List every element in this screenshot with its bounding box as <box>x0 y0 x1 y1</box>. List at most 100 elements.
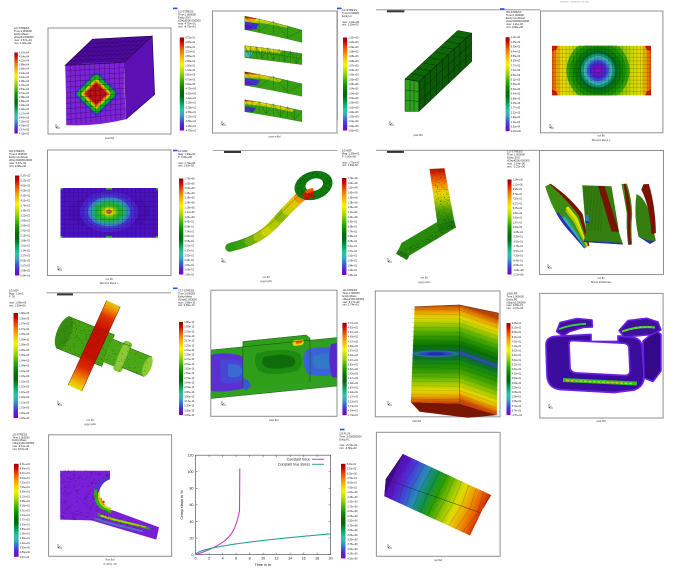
svg-text:3.21e+04: 3.21e+04 <box>19 76 30 79</box>
svg-text:5.21e-01: 5.21e-01 <box>348 245 358 248</box>
svg-text:1.40e+04: 1.40e+04 <box>19 108 30 111</box>
svg-text:1.24e+00: 1.24e+00 <box>513 179 524 182</box>
svg-text:1.00e-01: 1.00e-01 <box>348 269 358 272</box>
svg-text:3.92e+02: 3.92e+02 <box>348 345 359 348</box>
svg-text:1.08e+00: 1.08e+00 <box>348 60 359 63</box>
svg-text:2.98e+10: 2.98e+10 <box>184 391 195 394</box>
svg-text:0: 0 <box>195 556 197 560</box>
svg-text:Time:0.000000: Time:0.000000 <box>9 152 27 156</box>
svg-text:1.00e+00: 1.00e+00 <box>19 412 30 415</box>
svg-text:post-w.fbd: post-w.fbd <box>269 135 281 139</box>
svg-text:4.71e+01: 4.71e+01 <box>20 509 31 512</box>
svg-text:-1.09e+00: -1.09e+00 <box>513 269 525 272</box>
svg-text:6.66e-03: 6.66e-03 <box>511 74 521 77</box>
svg-text:1.42e+01: 1.42e+01 <box>20 542 31 545</box>
svg-text:-3.32e+01: -3.32e+01 <box>185 116 197 119</box>
svg-text:Mag: 1.1e+1: Mag: 1.1e+1 <box>9 292 24 296</box>
svg-text:5.00e-01: 5.00e-01 <box>347 463 357 466</box>
svg-text:Stress distribution: Stress distribution <box>591 280 612 284</box>
svg-text:2.39e+10: 2.39e+10 <box>184 354 195 357</box>
svg-text:7.06e+01: 7.06e+01 <box>20 486 31 489</box>
svg-text:8.00e+01: 8.00e+01 <box>20 477 31 480</box>
svg-text:-4.28e+01: -4.28e+01 <box>185 125 197 128</box>
svg-text:1.89e+01: 1.89e+01 <box>20 537 31 540</box>
svg-text:min: -1.21e+00: min: -1.21e+00 <box>507 165 526 169</box>
svg-text:10/20-PE: 10/20-PE <box>507 292 518 296</box>
svg-text:2.03e+10: 2.03e+10 <box>184 330 195 333</box>
svg-text:max: 1.11e-02: max: 1.11e-02 <box>506 22 523 26</box>
svg-text:Entity:SXX: Entity:SXX <box>507 155 520 159</box>
svg-text:1.02e+00: 1.02e+00 <box>19 386 30 389</box>
svg-text:5.05e-01: 5.05e-01 <box>513 207 523 210</box>
svg-text:1.07e+00: 1.07e+00 <box>19 328 30 331</box>
svg-text:6.62e-01: 6.62e-01 <box>512 350 522 353</box>
svg-text:-1.90e+01: -1.90e+01 <box>185 102 197 105</box>
svg-text:2.47e+10: 2.47e+10 <box>184 358 195 361</box>
svg-text:9.65e-01: 9.65e-01 <box>512 322 522 325</box>
svg-text:post.fbd: post.fbd <box>413 133 423 137</box>
svg-text:4.12e+04: 4.12e+04 <box>19 60 30 63</box>
svg-text:run.fbl: run.fbl <box>262 275 270 279</box>
svg-text:run.fbl: run.fbl <box>597 276 605 280</box>
svg-text:post.fbd: post.fbd <box>596 419 606 423</box>
svg-text:2.17e+02: 2.17e+02 <box>348 377 359 380</box>
svg-text:1.42e+02: 1.42e+02 <box>348 391 359 394</box>
svg-text:4.37e-01: 4.37e-01 <box>185 250 195 253</box>
svg-text:6.74e+01: 6.74e+01 <box>348 405 359 408</box>
svg-text:run.fbl: run.fbl <box>597 134 605 138</box>
svg-text:12: 12 <box>275 556 279 560</box>
svg-text:2.69e+10: 2.69e+10 <box>184 372 195 375</box>
svg-text:1.03e+00: 1.03e+00 <box>19 375 30 378</box>
svg-text:3.67e+02: 3.67e+02 <box>348 350 359 353</box>
svg-text:3.06e+10: 3.06e+10 <box>184 395 195 398</box>
svg-text:1.53e+00: 1.53e+00 <box>185 187 196 190</box>
svg-text:1.05e+00: 1.05e+00 <box>19 349 30 352</box>
svg-text:4.42e+02: 4.42e+02 <box>348 336 359 339</box>
svg-text:1.70e+00: 1.70e+00 <box>348 177 359 180</box>
svg-text:1.37e-01: 1.37e-01 <box>513 221 523 224</box>
svg-text:1.60e-02: 1.60e-02 <box>348 274 358 277</box>
svg-text:-3.00e+00: -3.00e+00 <box>347 529 359 532</box>
svg-text:1.01e+00: 1.01e+00 <box>348 120 359 123</box>
svg-text:1.03e+00: 1.03e+00 <box>19 380 30 383</box>
svg-text:Entity:Mises: Entity:Mises <box>12 438 27 442</box>
svg-text:1/2-FLUX: 1/2-FLUX <box>339 432 350 436</box>
svg-text:1.90e+01: 1.90e+01 <box>185 64 196 67</box>
svg-text:1.00e+00: 1.00e+00 <box>348 130 359 133</box>
svg-text:-1.00e+00: -1.00e+00 <box>347 491 359 494</box>
svg-text:5.72e-02: 5.72e-02 <box>512 405 522 408</box>
svg-text:-9.65e-01: -9.65e-01 <box>513 264 524 267</box>
svg-text:-2.30e-01: -2.30e-01 <box>513 236 524 239</box>
svg-text:4.24e+01: 4.24e+01 <box>348 410 359 413</box>
svg-text:10: 10 <box>261 556 265 560</box>
svg-text:-4.75e+00: -4.75e+00 <box>185 88 197 91</box>
svg-text:4.67e+02: 4.67e+02 <box>348 331 359 334</box>
svg-text:18: 18 <box>315 556 319 560</box>
svg-text:-1.75e+00: -1.75e+00 <box>347 505 359 508</box>
svg-text:1.03e+00: 1.03e+00 <box>348 216 359 219</box>
svg-text:6.11e-03: 6.11e-03 <box>511 79 521 82</box>
svg-text:8.58e-01: 8.58e-01 <box>185 226 195 229</box>
svg-text:-4.50e+00: -4.50e+00 <box>347 557 359 560</box>
svg-text:2.69e-01: 2.69e-01 <box>348 259 358 262</box>
svg-text:4.80e+00: 4.80e+00 <box>20 551 31 554</box>
svg-text:2.60e-01: 2.60e-01 <box>513 217 523 220</box>
svg-text:-4.75e-01: -4.75e-01 <box>513 245 524 248</box>
svg-text:8.58e-01: 8.58e-01 <box>348 226 358 229</box>
svg-text:1.12e+00: 1.12e+00 <box>513 183 524 186</box>
svg-text:1.92e+02: 1.92e+02 <box>348 382 359 385</box>
svg-text:1/2-M2F: 1/2-M2F <box>178 149 188 153</box>
svg-text:5.55e-04: 5.55e-04 <box>511 126 521 129</box>
svg-text:7.53e+01: 7.53e+01 <box>20 481 31 484</box>
svg-text:1/2-STRESS: 1/2-STRESS <box>342 288 357 292</box>
svg-text:F: 30: F: 30 <box>9 295 15 299</box>
svg-text:1.10e+00: 1.10e+00 <box>348 41 359 44</box>
svg-text:20: 20 <box>329 556 333 560</box>
svg-text:max: 1.88e+10: max: 1.88e+10 <box>178 300 196 304</box>
svg-text:5.11e-01: 5.11e-01 <box>512 363 522 366</box>
svg-text:Time in hr: Time in hr <box>255 563 272 567</box>
svg-text:4.02e+02: 4.02e+02 <box>19 133 30 136</box>
svg-text:2.31e+04: 2.31e+04 <box>19 92 30 95</box>
svg-text:4.57e+04: 4.57e+04 <box>19 52 30 55</box>
svg-text:2.98e+04: 2.98e+04 <box>19 80 30 83</box>
